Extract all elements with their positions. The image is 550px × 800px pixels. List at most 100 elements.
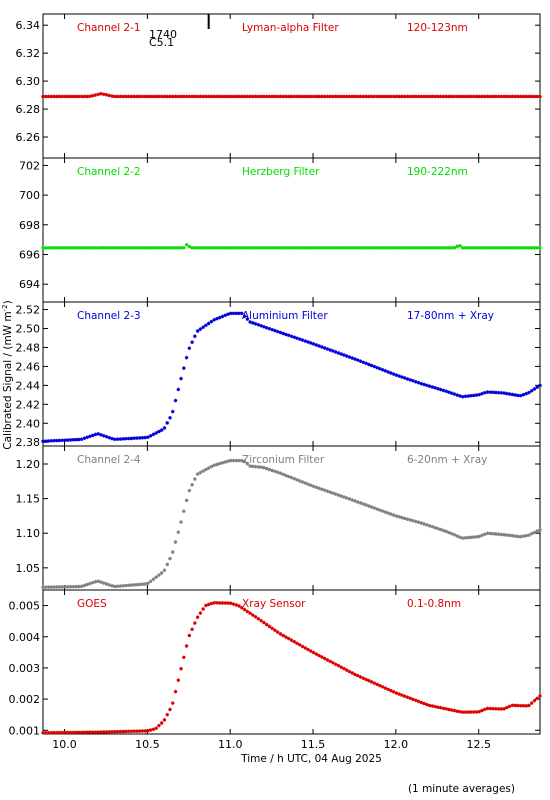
data-point xyxy=(411,94,415,99)
data-point xyxy=(245,609,250,614)
data-point xyxy=(118,94,123,99)
data-point xyxy=(118,437,123,441)
data-point xyxy=(521,94,526,99)
y-tick-label: 2.52 xyxy=(16,304,41,317)
data-point xyxy=(262,325,266,329)
data-point xyxy=(469,246,473,250)
data-point xyxy=(532,94,537,99)
data-point xyxy=(126,729,131,734)
data-point xyxy=(223,460,228,464)
data-point xyxy=(344,354,349,358)
data-point xyxy=(66,584,70,589)
data-point xyxy=(336,493,341,497)
data-point xyxy=(57,438,62,443)
data-point xyxy=(198,246,203,250)
data-point xyxy=(176,387,181,392)
data-point xyxy=(184,94,189,99)
data-point xyxy=(135,246,139,250)
data-point xyxy=(333,94,338,99)
data-point xyxy=(104,730,109,734)
data-point xyxy=(68,730,73,735)
data-point xyxy=(60,246,65,250)
data-point xyxy=(159,94,164,99)
data-point xyxy=(49,730,54,735)
data-point xyxy=(204,603,208,608)
data-point xyxy=(96,432,101,436)
data-point xyxy=(444,389,448,394)
data-point xyxy=(143,246,147,250)
data-point xyxy=(477,534,482,539)
data-point xyxy=(380,246,385,250)
data-point xyxy=(322,488,327,493)
data-point xyxy=(99,246,103,250)
data-point xyxy=(358,246,363,250)
data-point xyxy=(505,391,509,396)
data-point xyxy=(408,94,413,99)
data-point xyxy=(173,246,178,250)
data-point xyxy=(237,458,241,463)
data-point xyxy=(256,246,261,250)
data-point xyxy=(49,246,54,250)
data-point xyxy=(430,704,435,708)
data-point xyxy=(242,607,247,612)
data-point xyxy=(386,370,390,374)
data-point xyxy=(135,729,139,733)
data-point xyxy=(383,686,388,690)
data-point xyxy=(405,695,410,700)
y-tick-label: 2.50 xyxy=(16,323,41,336)
data-point xyxy=(170,246,175,250)
data-point xyxy=(198,327,203,331)
data-point xyxy=(278,471,283,476)
data-point xyxy=(482,246,487,250)
data-point xyxy=(391,513,396,517)
data-point xyxy=(184,355,189,360)
data-point xyxy=(121,246,125,250)
data-point xyxy=(267,624,272,629)
data-point xyxy=(85,435,89,440)
data-point xyxy=(82,246,87,250)
data-point xyxy=(234,246,239,250)
data-point xyxy=(466,246,471,250)
data-point xyxy=(466,535,471,540)
data-point xyxy=(129,436,134,441)
filter-label: Zirconium Filter xyxy=(242,454,325,466)
data-point xyxy=(364,94,368,99)
data-point xyxy=(339,665,343,669)
band-label: 0.1-0.8nm xyxy=(407,598,461,610)
data-point xyxy=(317,653,321,658)
data-point xyxy=(43,585,48,589)
data-point xyxy=(507,246,512,250)
data-point xyxy=(52,730,56,735)
data-point xyxy=(143,94,147,99)
data-point xyxy=(361,360,366,365)
data-point xyxy=(146,435,150,439)
data-point xyxy=(237,311,241,316)
data-point xyxy=(234,458,239,463)
data-point xyxy=(168,416,172,420)
data-point xyxy=(405,94,410,99)
data-point xyxy=(314,94,319,99)
data-point xyxy=(242,314,247,319)
data-point xyxy=(90,246,95,250)
data-point xyxy=(328,659,332,664)
data-point xyxy=(303,246,308,250)
data-point xyxy=(262,94,266,99)
series-name-label: GOES xyxy=(77,598,107,610)
data-point xyxy=(411,379,415,383)
data-point xyxy=(458,244,462,248)
x-tick-label: 11.5 xyxy=(301,738,326,751)
data-point xyxy=(419,521,424,525)
data-point xyxy=(477,392,482,397)
data-point xyxy=(322,346,327,350)
data-point xyxy=(90,93,95,98)
data-point xyxy=(518,703,523,708)
data-point xyxy=(295,477,299,482)
data-point xyxy=(151,577,156,581)
data-point xyxy=(389,371,393,375)
data-point xyxy=(482,532,487,536)
data-point xyxy=(353,94,357,99)
data-point xyxy=(68,438,73,442)
data-point xyxy=(480,246,484,250)
data-point xyxy=(71,94,76,99)
data-point xyxy=(220,601,225,605)
